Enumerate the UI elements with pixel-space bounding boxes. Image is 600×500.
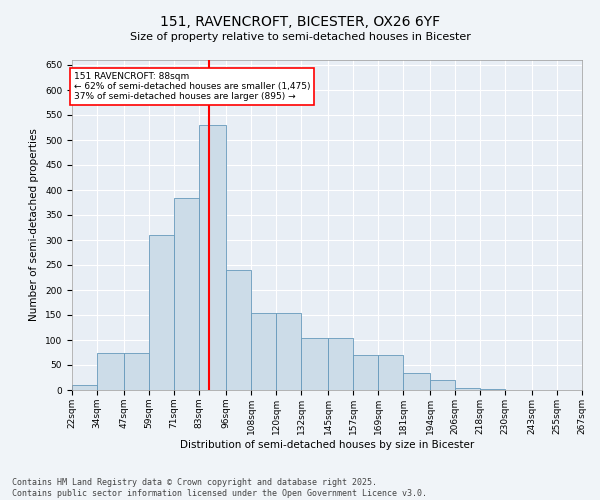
Text: 151, RAVENCROFT, BICESTER, OX26 6YF: 151, RAVENCROFT, BICESTER, OX26 6YF [160, 15, 440, 29]
Bar [328, 338, 353, 390]
Bar [226, 270, 251, 390]
Bar [353, 355, 378, 390]
Bar [403, 372, 430, 390]
Bar [455, 388, 480, 390]
Bar [251, 312, 276, 390]
Bar [276, 312, 301, 390]
Bar [124, 352, 149, 390]
Y-axis label: Number of semi-detached properties: Number of semi-detached properties [29, 128, 40, 322]
Bar [199, 125, 226, 390]
Bar [97, 352, 124, 390]
Text: Size of property relative to semi-detached houses in Bicester: Size of property relative to semi-detach… [130, 32, 470, 42]
Bar [174, 198, 199, 390]
Text: Contains HM Land Registry data © Crown copyright and database right 2025.
Contai: Contains HM Land Registry data © Crown c… [12, 478, 427, 498]
Bar [582, 388, 600, 390]
Bar [378, 355, 403, 390]
Bar [430, 380, 455, 390]
Bar [301, 338, 328, 390]
Text: 151 RAVENCROFT: 88sqm
← 62% of semi-detached houses are smaller (1,475)
37% of s: 151 RAVENCROFT: 88sqm ← 62% of semi-deta… [74, 72, 311, 102]
X-axis label: Distribution of semi-detached houses by size in Bicester: Distribution of semi-detached houses by … [180, 440, 474, 450]
Bar [149, 235, 174, 390]
Bar [480, 389, 505, 390]
Bar [72, 385, 97, 390]
